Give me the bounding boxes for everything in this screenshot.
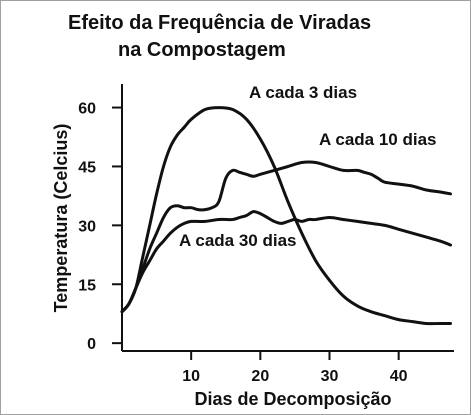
y-tick-label: 15 bbox=[78, 277, 96, 294]
x-tick-label: 10 bbox=[182, 368, 200, 385]
series-line-every-10-days bbox=[120, 160, 452, 314]
y-tick-label: 0 bbox=[87, 336, 96, 353]
ticks: 0 15 30 45 60 10 20 30 40 bbox=[78, 101, 407, 385]
chart-title-line-2: na Compostagem bbox=[118, 39, 286, 61]
y-tick-label: 60 bbox=[78, 101, 96, 118]
series-lines bbox=[120, 106, 452, 326]
series-label-every-30-days: A cada 30 dias bbox=[179, 231, 297, 250]
chart-title: Efeito da Frequência de Viradas na Compo… bbox=[68, 12, 371, 61]
x-tick-label: 20 bbox=[251, 368, 269, 385]
y-axis-label: Temperatura (Celcius) bbox=[51, 124, 71, 313]
chart-title-line-1: Efeito da Frequência de Viradas bbox=[68, 12, 371, 34]
series-label-every-3-days: A cada 3 dias bbox=[249, 83, 357, 102]
series-line-every-30-days bbox=[120, 210, 452, 314]
x-tick-label: 30 bbox=[321, 368, 339, 385]
y-tick-label: 30 bbox=[78, 218, 96, 235]
x-axis-label: Dias de Decomposição bbox=[194, 389, 391, 409]
series-line-every-3-days bbox=[120, 106, 452, 326]
x-tick-label: 40 bbox=[390, 368, 408, 385]
series-label-every-10-days: A cada 10 dias bbox=[319, 130, 437, 149]
series-labels: A cada 3 dias A cada 10 dias A cada 30 dia… bbox=[179, 83, 437, 250]
axes bbox=[121, 84, 454, 352]
y-tick-label: 45 bbox=[78, 159, 96, 176]
